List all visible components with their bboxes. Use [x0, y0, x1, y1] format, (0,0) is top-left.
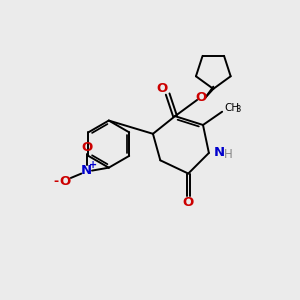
Text: CH: CH [224, 103, 240, 113]
Text: H: H [224, 148, 233, 161]
Text: O: O [81, 141, 92, 154]
Text: N: N [214, 146, 225, 159]
Text: N: N [81, 164, 92, 177]
Text: 3: 3 [235, 105, 240, 114]
Text: +: + [89, 160, 97, 170]
Text: O: O [183, 196, 194, 208]
Text: O: O [196, 91, 207, 104]
Text: O: O [157, 82, 168, 95]
Text: O: O [59, 175, 70, 188]
Text: -: - [53, 175, 58, 188]
